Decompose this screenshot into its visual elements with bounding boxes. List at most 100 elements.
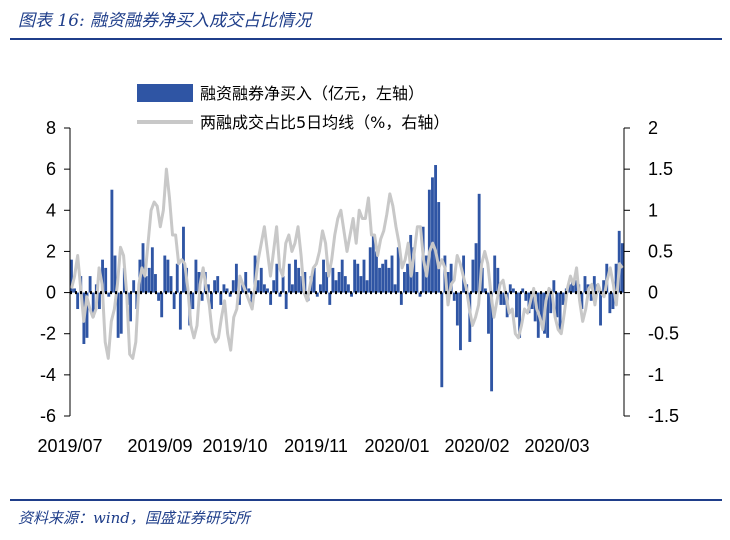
bar-13 [110,189,114,293]
y-left-tick-label-1: 6 [46,159,56,179]
bar-100 [381,263,385,293]
x-tick-label-0: 2019/07 [37,436,102,456]
bar-83 [328,292,332,305]
y-right-tick-label-4: 0 [648,283,658,303]
bar-176 [617,230,621,293]
y-right-tick-label-6: -1 [648,365,664,385]
bar-33 [172,292,176,310]
bar-102 [387,267,391,293]
bar-139 [502,292,506,305]
legend-label-bar: 融资融券净买入（亿元，左轴） [200,84,424,103]
bar-105 [396,247,400,293]
x-tick-label-6: 2020/03 [524,436,589,456]
bar-134 [487,292,490,334]
bar-125 [459,292,462,351]
bar-34 [175,263,179,293]
bar-42 [200,292,204,301]
bar-97 [371,234,375,293]
bar-157 [558,292,562,330]
bar-1 [73,288,76,293]
bar-135 [490,292,494,392]
bar-119 [440,292,444,388]
legend-swatch-bar [137,84,193,102]
bar-108 [406,263,409,293]
bar-173 [608,292,612,314]
bar-69 [284,292,288,310]
bar-73 [297,267,301,293]
bar-24 [144,276,148,293]
bar-75 [303,272,307,293]
bar-74 [300,276,304,293]
footer-divider [10,499,722,501]
bar-144 [518,292,522,338]
bar-92 [356,263,360,293]
bar-52 [231,280,235,293]
bar-167 [589,292,593,301]
bar-85 [334,280,338,293]
bar-71 [290,284,294,293]
y-left-tick-label-0: 8 [46,118,56,138]
bar-122 [449,263,453,293]
bar-86 [337,272,341,293]
bar-82 [325,272,329,293]
bar-89 [347,284,350,293]
bar-160 [567,284,571,293]
y-right-tick-label-3: 0.5 [648,241,673,261]
bar-162 [574,280,578,293]
bar-104 [393,284,397,293]
bar-32 [169,276,173,293]
title-divider [10,38,722,40]
bar-57 [247,288,251,293]
bar-26 [150,247,154,293]
x-tick-label-2: 2019/10 [202,436,267,456]
bar-2 [76,292,80,310]
bar-141 [508,284,512,293]
bar-29 [160,292,164,318]
bar-67 [278,292,282,297]
bar-131 [477,193,481,293]
bar-15 [116,292,120,338]
bar-161 [571,280,574,293]
bar-11 [104,267,108,293]
bar-145 [521,288,525,293]
bar-35 [178,292,182,330]
bar-156 [555,292,559,318]
y-right-tick-label-5: -0.5 [648,324,679,344]
legend-label-line: 两融成交占比5日均线（%，右轴） [200,113,449,132]
bar-129 [471,259,475,293]
bar-112 [418,292,422,297]
bar-78 [312,267,316,293]
y-right-tick-label-7: -1.5 [648,406,679,426]
bar-46 [213,280,217,293]
bar-143 [515,292,518,318]
bar-158 [561,292,565,305]
bar-151 [539,292,543,322]
bar-0 [70,259,73,293]
bar-90 [350,292,353,297]
plot-area [70,165,624,392]
bar-64 [269,292,273,305]
y-left-tick-label-2: 4 [46,200,56,220]
y-right-tick-label-2: 1 [648,200,658,220]
bar-68 [281,276,285,293]
bar-20 [132,280,136,293]
bar-118 [437,202,441,293]
bar-56 [244,272,248,293]
y-left-tick-label-3: 2 [46,241,56,261]
bar-133 [483,288,487,293]
bar-51 [228,292,232,297]
y-left-tick-label-7: -6 [40,406,56,426]
bar-63 [266,288,269,293]
bar-98 [375,251,378,293]
bar-138 [499,292,503,305]
x-tick-label-3: 2019/11 [284,436,348,456]
bar-155 [552,280,556,293]
bar-16 [119,292,123,334]
source-note: 资料来源：wind，国盛证券研究所 [18,509,250,527]
bar-174 [611,292,615,310]
bar-7 [91,292,95,318]
bar-12 [107,292,111,297]
bar-153 [546,292,550,338]
bar-14 [113,255,117,293]
